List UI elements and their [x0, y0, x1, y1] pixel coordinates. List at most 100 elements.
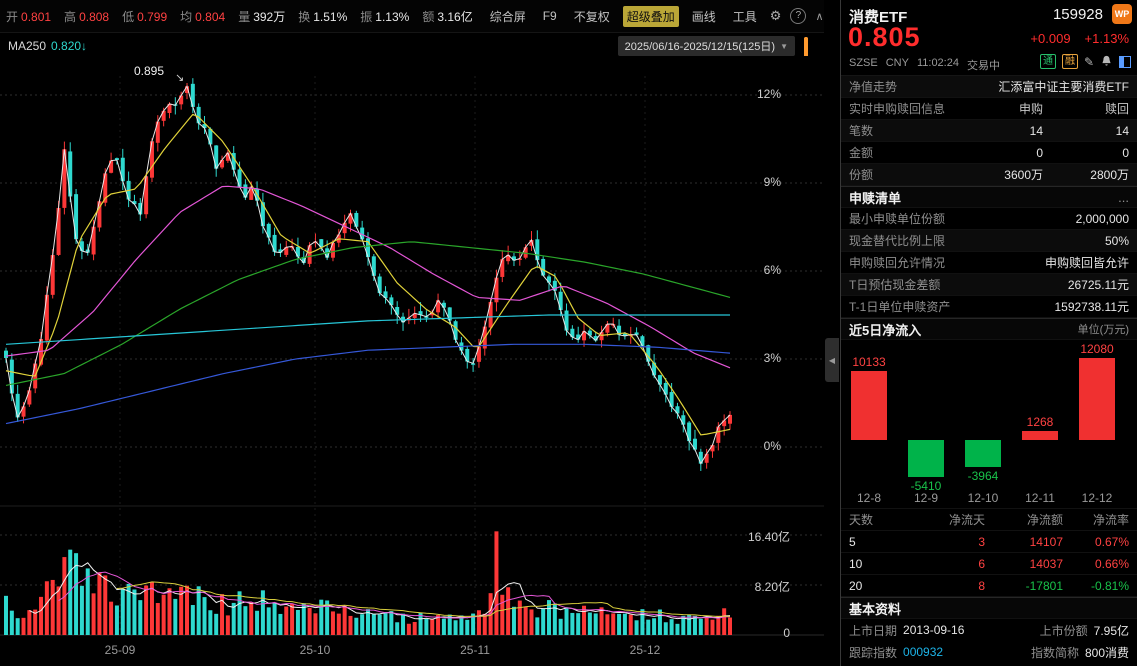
- security-code: 159928: [1052, 6, 1103, 23]
- netflow-date: 12-10: [967, 491, 999, 505]
- listing-shares: 7.95亿: [1093, 623, 1129, 638]
- panel-splitter: ◀: [824, 0, 840, 666]
- netflow-value: 1268: [1026, 415, 1054, 429]
- ma250-value: 0.820↓: [51, 39, 88, 53]
- price-change: +0.009 +1.13%: [1030, 31, 1129, 46]
- chart-region: 开 0.801 高 0.808 低 0.799 均 0.804 量 392万 换 1.51%…: [0, 0, 824, 666]
- netflow-bar: [1079, 358, 1115, 440]
- index-short-name: 800消费: [1084, 645, 1129, 660]
- basic-info-row: 上市日期 2013-09-16 上市份额 7.95亿: [849, 623, 1129, 638]
- fund-full-name: 汇添富中证主要消费ETF: [998, 80, 1129, 94]
- quote-header-icons: 通 融 ✎: [1039, 54, 1131, 69]
- realtime-row-amount: 金额 0 0: [841, 142, 1137, 164]
- netflow-value: 12080: [1080, 342, 1114, 356]
- stats-bar: 开 0.801 高 0.808 低 0.799 均 0.804 量 392万 换 1.51%…: [0, 0, 824, 33]
- list-item: T日预估现金差额 26725.11元: [841, 274, 1137, 296]
- panel-collapse-handle[interactable]: ◀: [825, 338, 839, 382]
- realtime-section: 实时申购赎回信息 申购 赎回 笔数 14 14 金额 0 0 份额 3600万 …: [841, 98, 1137, 186]
- list-item: 申购赎回允许情况 申购赎回皆允许: [841, 252, 1137, 274]
- nav-trend-row[interactable]: 净值走势 汇添富中证主要消费ETF: [841, 76, 1137, 98]
- gear-icon[interactable]: ⚙: [769, 8, 782, 23]
- annotation-arrow-icon: ↘: [175, 72, 185, 84]
- layout-icon[interactable]: [1119, 55, 1131, 68]
- wp-float-icon[interactable]: WP: [1112, 4, 1132, 24]
- volume-axis-label: 0: [783, 626, 790, 640]
- date-range-selector[interactable]: 2025/06/16-2025/12/15(125日) ▼: [617, 36, 795, 56]
- netflow-bar-chart: 10133 12-8 -5410 12-9 -3964 12-10 1268 12-11 120…: [841, 340, 1137, 509]
- realtime-row-shares: 份额 3600万 2800万: [841, 164, 1137, 186]
- netflow-date: 12-9: [913, 491, 939, 505]
- netflow-value: -5410: [910, 479, 942, 493]
- x-axis-label: 25-10: [299, 643, 331, 657]
- x-axis-label: 25-09: [104, 643, 136, 657]
- super-overlay-button[interactable]: 超级叠加: [622, 5, 679, 27]
- y-axis-label: 6%: [763, 263, 781, 277]
- netflow-bar: [851, 371, 887, 440]
- list-item: 现金替代比例上限 50%: [841, 230, 1137, 252]
- y-axis-label: 12%: [756, 87, 781, 101]
- netflow-bar: [908, 440, 944, 477]
- chart-toolbar: 综合屏 F9 不复权 超级叠加 画线 工具 ⚙ ? ∧: [486, 5, 824, 27]
- netflow-table-header: 天数 净流天 净流额 净流率: [841, 509, 1137, 531]
- collapse-up-icon[interactable]: ∧: [815, 10, 824, 23]
- y-axis-label: 3%: [763, 351, 781, 365]
- security-name: 消费ETF: [849, 9, 908, 26]
- realtime-header-row: 实时申购赎回信息 申购 赎回: [841, 98, 1137, 120]
- col-redeem: 赎回: [1104, 102, 1129, 116]
- tracking-index-code[interactable]: 000932: [903, 645, 944, 659]
- x-axis-label: 25-12: [629, 643, 661, 657]
- stat-turnover-rate: 换 1.51%: [298, 9, 348, 24]
- x-axis-label: 25-11: [460, 643, 490, 657]
- tools-button[interactable]: 工具: [732, 9, 757, 24]
- netflow-date: 12-12: [1081, 491, 1113, 505]
- netflow-bar: [965, 440, 1001, 467]
- quote-header: 消费ETF 159928 WP 0.805 +0.009 +1.13% SZSE…: [841, 0, 1137, 76]
- edit-icon[interactable]: ✎: [1083, 54, 1094, 69]
- netflow-bar: [1022, 431, 1058, 440]
- netflow-value: -3964: [967, 469, 999, 483]
- bell-icon[interactable]: [1100, 55, 1113, 68]
- list-item: T-1日单位申赎资产 1592738.11元: [841, 296, 1137, 318]
- more-button[interactable]: ...: [1118, 189, 1129, 205]
- volume-axis-label: 8.20亿: [754, 580, 790, 594]
- indicator-bar: MA250 0.820↓ 2025/06/16-2025/12/15(125日)…: [0, 34, 824, 58]
- y-axis-label: 9%: [763, 175, 781, 189]
- stat-low: 低 0.799: [122, 9, 168, 24]
- last-price: 0.805: [848, 22, 921, 52]
- list-item: 最小申赎单位份额 2,000,000: [841, 208, 1137, 230]
- shenshu-section-header: 申赎清单 ...: [841, 186, 1137, 208]
- table-row: 20 8 -17801 -0.81%: [841, 575, 1137, 597]
- lock-icon[interactable]: [804, 36, 816, 56]
- chevron-down-icon: ▼: [780, 41, 788, 51]
- connect-tag[interactable]: 通: [1039, 54, 1056, 69]
- no-adjust-button[interactable]: 不复权: [573, 9, 610, 24]
- listing-date: 2013-09-16: [903, 623, 965, 637]
- currency-label: CNY: [885, 57, 909, 69]
- help-icon[interactable]: ?: [790, 8, 807, 24]
- stat-volume: 量 392万: [238, 9, 286, 24]
- realtime-row-count: 笔数 14 14: [841, 120, 1137, 142]
- netflow-unit: 单位(万元): [1077, 324, 1129, 336]
- netflow-table: 天数 净流天 净流额 净流率 5 3 14107 0.67% 10 6 1403…: [841, 509, 1137, 597]
- stat-avg: 均 0.804: [180, 9, 226, 24]
- draw-line-button[interactable]: 画线: [691, 9, 716, 24]
- stat-amount: 额 3.16亿: [422, 9, 473, 24]
- change-percent: +1.13%: [1084, 31, 1129, 46]
- high-price-annotation: 0.895: [134, 64, 165, 78]
- change-value: +0.009: [1030, 31, 1071, 46]
- f9-button[interactable]: F9: [542, 9, 557, 23]
- stat-amplitude: 振 1.13%: [360, 9, 410, 24]
- netflow-date: 12-11: [1025, 491, 1055, 505]
- basic-info-header: 基本资料: [841, 597, 1137, 619]
- margin-tag[interactable]: 融: [1061, 54, 1078, 69]
- volume-axis-label: 16.40亿: [747, 530, 790, 544]
- table-row: 5 3 14107 0.67%: [841, 531, 1137, 553]
- y-axis-label: 0%: [763, 439, 781, 453]
- stat-open: 开 0.801: [6, 9, 52, 24]
- kline-chart[interactable]: [0, 34, 824, 666]
- netflow-value: 10133: [852, 355, 886, 369]
- composite-screen-button[interactable]: 综合屏: [489, 9, 526, 24]
- basic-info-row: 跟踪指数 000932 指数简称 800消费: [849, 645, 1129, 660]
- stat-high: 高 0.808: [64, 9, 110, 24]
- quote-time: 11:02:24: [916, 57, 959, 69]
